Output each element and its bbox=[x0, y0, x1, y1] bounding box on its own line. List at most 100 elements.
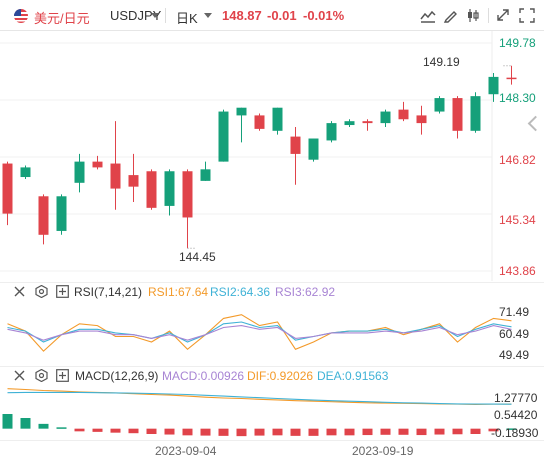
candle-body bbox=[434, 98, 445, 112]
symbol-name-en[interactable]: USDJPY bbox=[110, 8, 162, 23]
period-selector[interactable]: 日K bbox=[176, 11, 198, 26]
macd-bar bbox=[146, 428, 157, 434]
macd-bar bbox=[74, 428, 85, 432]
dea-line bbox=[7, 391, 512, 405]
candle-body bbox=[344, 121, 355, 126]
candle-body bbox=[38, 196, 49, 235]
candle-body bbox=[200, 169, 211, 181]
macd-bar bbox=[362, 428, 373, 436]
draw-pen-icon[interactable] bbox=[443, 8, 459, 23]
candle-body bbox=[128, 175, 139, 187]
plus-box-icon[interactable] bbox=[56, 369, 69, 382]
macd-y-tick: 0.54420 bbox=[494, 408, 538, 422]
rsi-line-3 bbox=[7, 325, 512, 341]
macd-bar bbox=[38, 423, 49, 429]
macd-bar bbox=[506, 428, 517, 430]
rsi1-value: RSI1:67.64 bbox=[148, 285, 209, 299]
candle-body bbox=[236, 107, 247, 116]
symbol-dropdown-icon[interactable] bbox=[151, 13, 159, 18]
divider bbox=[488, 8, 489, 23]
dif-value: DIF:0.92026 bbox=[247, 369, 314, 383]
low-price-annotation: 144.45 bbox=[179, 250, 216, 264]
rsi-line-2 bbox=[7, 321, 512, 343]
macd-chart[interactable] bbox=[0, 384, 544, 440]
gear-icon[interactable] bbox=[35, 369, 48, 382]
candle-body bbox=[254, 115, 265, 129]
macd-bar bbox=[92, 428, 103, 432]
candlestick-chart[interactable] bbox=[0, 31, 544, 281]
dif-line bbox=[7, 388, 512, 405]
divider bbox=[165, 8, 166, 23]
x-tick-label: 2023-09-19 bbox=[352, 444, 414, 458]
candle-body bbox=[506, 77, 517, 80]
close-icon[interactable] bbox=[14, 286, 25, 297]
gear-icon[interactable] bbox=[35, 285, 48, 298]
fullscreen-icon[interactable] bbox=[519, 8, 535, 23]
candle-body bbox=[398, 109, 409, 120]
rsi3-value: RSI3:62.92 bbox=[275, 285, 336, 299]
macd-bar bbox=[416, 428, 427, 436]
rsi-title: RSI(7,14,21) bbox=[74, 285, 143, 299]
macd-bar bbox=[182, 428, 193, 436]
rsi2-value: RSI2:64.36 bbox=[210, 285, 271, 299]
chart-header: 美元/日元 USDJPY 日K 148.87 -0.01 -0.01% bbox=[0, 0, 544, 31]
macd-header: MACD(12,26,9) MACD:0.00926 DIF:0.92026 D… bbox=[0, 366, 544, 385]
macd-bar bbox=[128, 428, 139, 434]
candle-style-icon[interactable] bbox=[465, 8, 481, 23]
macd-bar bbox=[218, 428, 229, 436]
plus-box-icon[interactable] bbox=[56, 285, 69, 298]
candle-body bbox=[326, 123, 337, 141]
macd-bar bbox=[200, 428, 211, 436]
dea-value: DEA:0.91563 bbox=[317, 369, 389, 383]
last-price: 148.87 bbox=[222, 8, 262, 23]
macd-bar bbox=[434, 428, 445, 435]
us-flag-icon bbox=[14, 9, 28, 23]
close-icon[interactable] bbox=[14, 370, 25, 381]
rsi-y-tick: 60.49 bbox=[499, 327, 530, 341]
macd-bar bbox=[236, 428, 247, 437]
symbol-name-cn[interactable]: 美元/日元 bbox=[34, 11, 90, 26]
macd-bar bbox=[56, 427, 67, 429]
rsi-y-tick: 71.49 bbox=[499, 305, 530, 319]
macd-bar bbox=[488, 428, 499, 432]
candle-body bbox=[20, 167, 31, 178]
price-change: -0.01 bbox=[267, 8, 297, 23]
candle-body bbox=[110, 163, 121, 189]
macd-bar bbox=[398, 428, 409, 435]
expand-icon[interactable] bbox=[495, 8, 511, 23]
high-price-annotation: 149.19 bbox=[423, 55, 460, 69]
indicator-icon[interactable] bbox=[420, 8, 436, 23]
candle-body bbox=[74, 161, 85, 183]
x-axis-line bbox=[0, 440, 544, 441]
macd-bar bbox=[452, 428, 463, 435]
macd-value: MACD:0.00926 bbox=[162, 369, 245, 383]
macd-bar bbox=[20, 418, 31, 429]
y-tick-label: 145.34 bbox=[499, 213, 536, 227]
y-tick-label: 146.82 bbox=[499, 153, 536, 167]
candle-body bbox=[272, 107, 283, 131]
macd-y-tick: -0.18930 bbox=[491, 426, 539, 440]
candle-body bbox=[218, 111, 229, 162]
candle-body bbox=[182, 171, 193, 218]
macd-y-tick: 1.27770 bbox=[494, 391, 538, 405]
candle-body bbox=[164, 171, 175, 206]
candle-body bbox=[92, 161, 103, 168]
candle-body bbox=[290, 136, 301, 154]
candle-body bbox=[2, 163, 13, 214]
candle-body bbox=[452, 98, 463, 131]
macd-bar bbox=[326, 428, 337, 436]
candle-body bbox=[308, 138, 319, 160]
macd-bar bbox=[470, 428, 481, 434]
period-dropdown-icon[interactable] bbox=[204, 13, 212, 18]
rsi-line-1 bbox=[7, 314, 512, 352]
candle-body bbox=[470, 96, 481, 131]
candle-body bbox=[146, 171, 157, 208]
macd-bar bbox=[290, 428, 301, 436]
rsi-header: RSI(7,14,21) RSI1:67.64 RSI2:64.36 RSI3:… bbox=[0, 282, 544, 301]
rsi-chart[interactable] bbox=[0, 300, 544, 364]
macd-bar bbox=[254, 428, 265, 436]
candle-body bbox=[362, 121, 373, 124]
macd-bar bbox=[272, 428, 283, 436]
macd-bar bbox=[2, 414, 13, 429]
candle-body bbox=[488, 76, 499, 95]
